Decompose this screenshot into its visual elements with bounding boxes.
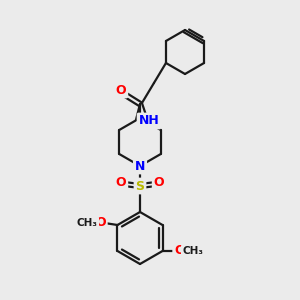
Text: CH₃: CH₃ xyxy=(182,246,203,256)
Text: O: O xyxy=(95,217,106,230)
Text: CH₃: CH₃ xyxy=(77,218,98,228)
Text: O: O xyxy=(116,83,126,97)
Text: N: N xyxy=(135,160,145,172)
Text: NH: NH xyxy=(139,115,159,128)
Text: S: S xyxy=(136,179,145,193)
Text: O: O xyxy=(174,244,185,257)
Text: O: O xyxy=(154,176,164,190)
Text: O: O xyxy=(116,176,126,190)
